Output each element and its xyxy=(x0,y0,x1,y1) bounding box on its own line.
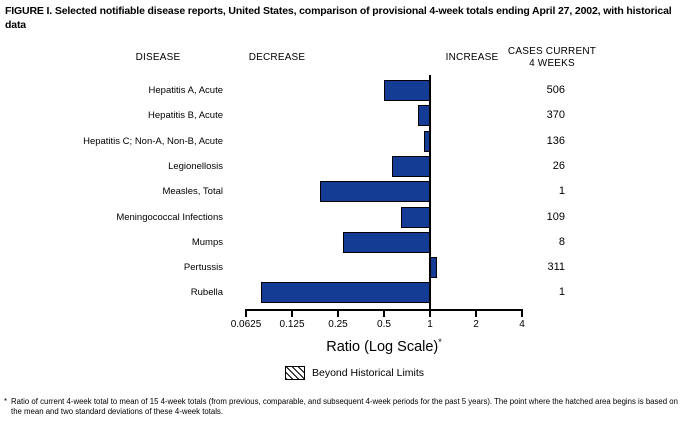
legend-label: Beyond Historical Limits xyxy=(312,367,425,379)
x-axis-tick-mark xyxy=(429,309,431,317)
disease-label: Meningococcal Infections xyxy=(116,211,223,223)
x-axis-label-asterisk: * xyxy=(438,337,442,347)
column-header-cases-line1: CASES CURRENT xyxy=(507,46,597,57)
disease-label: Measles, Total xyxy=(162,186,223,198)
x-axis-tick-label: 1 xyxy=(427,319,433,330)
cases-value: 506 xyxy=(546,84,565,96)
column-header-cases-current-4-weeks: CASES CURRENT 4 WEEKS xyxy=(497,46,607,69)
disease-label: Hepatitis B, Acute xyxy=(148,110,223,122)
x-axis-tick-mark xyxy=(383,309,385,317)
cases-value: 311 xyxy=(547,261,565,274)
x-axis-tick-mark xyxy=(291,309,293,317)
disease-label: Pertussis xyxy=(183,262,223,274)
ratio-bar xyxy=(260,282,430,304)
x-axis-tick-mark xyxy=(245,309,247,317)
x-axis-tick-label: 4 xyxy=(519,319,525,330)
x-axis-tick-label: 2 xyxy=(473,319,479,330)
ratio-bar xyxy=(401,206,430,228)
disease-label: Rubella xyxy=(190,287,223,299)
x-axis-label-text: Ratio (Log Scale) xyxy=(326,338,439,355)
cases-value: 26 xyxy=(552,159,565,172)
ratio-bar xyxy=(430,257,437,279)
x-axis-line xyxy=(246,309,523,311)
x-axis-tick-label: 0.125 xyxy=(279,319,305,330)
column-header-cases-line2: 4 WEEKS xyxy=(529,57,575,69)
x-axis-tick-mark xyxy=(475,309,477,317)
column-header-decrease: DECREASE xyxy=(248,52,306,63)
x-axis-tick-label: 0.5 xyxy=(377,319,391,330)
footnote-marker: * xyxy=(4,397,8,406)
column-header-increase: INCREASE xyxy=(445,52,499,63)
ratio-bar xyxy=(391,155,430,177)
disease-label: Legionellosis xyxy=(168,160,223,172)
x-axis-label: Ratio (Log Scale)* xyxy=(254,337,514,355)
ratio-bar xyxy=(417,105,430,127)
ratio-bar xyxy=(384,80,430,101)
cases-value: 136 xyxy=(546,134,565,147)
cases-value: 8 xyxy=(558,235,565,248)
cases-value: 370 xyxy=(546,109,565,122)
ratio-bar xyxy=(343,231,430,253)
legend-hatch-swatch xyxy=(285,366,305,380)
figure-title: FIGURE I. Selected notifiable disease re… xyxy=(5,5,672,31)
column-header-disease: DISEASE xyxy=(135,52,181,63)
cases-value: 109 xyxy=(546,210,565,223)
disease-label: Hepatitis A, Acute xyxy=(148,85,223,96)
disease-label: Hepatitis C; Non-A, Non-B, Acute xyxy=(83,135,223,147)
footnote: * Ratio of current 4-week total to mean … xyxy=(4,397,682,416)
x-axis-tick-mark xyxy=(521,309,523,317)
disease-label: Mumps xyxy=(191,236,223,248)
cases-value: 1 xyxy=(558,286,565,299)
footnote-text: Ratio of current 4-week total to mean of… xyxy=(11,397,678,416)
ratio-bar xyxy=(319,181,430,203)
x-axis-tick-mark xyxy=(337,309,339,317)
ratio-bar xyxy=(423,130,430,152)
cases-value: 1 xyxy=(558,185,565,198)
x-axis-tick-label: 0.25 xyxy=(328,319,348,330)
x-axis-tick-label: 0.0625 xyxy=(230,319,262,330)
